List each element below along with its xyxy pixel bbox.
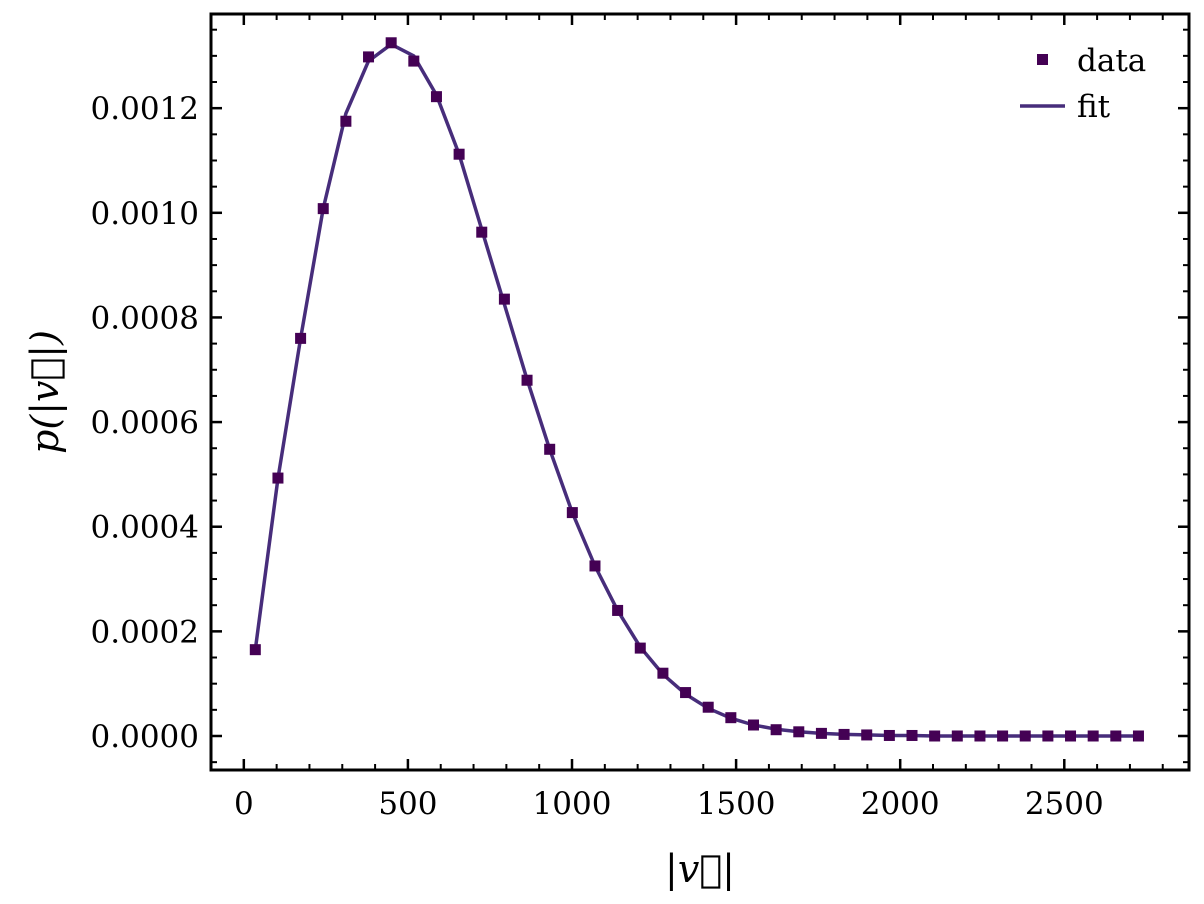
data-point — [1087, 730, 1099, 742]
x-tick-label: 1500 — [697, 786, 776, 822]
x-tick-label: 0 — [234, 786, 254, 822]
axis-ticks — [210, 14, 1189, 770]
data-point — [1019, 730, 1031, 742]
tick-labels: 0 500 1000 1500 2000 2500 0.0000 0.0002 0.0004 0.… — [91, 91, 1104, 822]
data-point — [929, 730, 941, 742]
y-tick-label: 0.0004 — [91, 510, 199, 546]
data-point — [838, 728, 850, 740]
x-tick-label: 2000 — [861, 786, 940, 822]
y-tick-label: 0.0000 — [91, 719, 199, 755]
data-point — [680, 687, 692, 699]
data-point — [906, 729, 918, 741]
y-tick-label: 0.0012 — [91, 91, 199, 127]
x-tick-label: 2500 — [1025, 786, 1104, 822]
data-point — [521, 374, 533, 386]
data-point — [430, 91, 442, 103]
y-tick-label: 0.0010 — [91, 196, 199, 232]
data-point — [974, 730, 986, 742]
data-point — [725, 712, 737, 724]
data-point — [1132, 730, 1144, 742]
data-point — [1042, 730, 1054, 742]
data-point — [861, 729, 873, 741]
legend-marker-data — [1037, 54, 1048, 65]
plot-frame — [209, 12, 1191, 772]
data-point — [702, 701, 714, 713]
x-tick-label: 1000 — [533, 786, 612, 822]
legend-label-data: data — [1077, 43, 1146, 79]
y-tick-label: 0.0002 — [91, 614, 199, 650]
y-tick-label: 0.0006 — [91, 405, 199, 441]
x-axis-label: |v⃗| — [665, 847, 735, 891]
fit-line — [253, 42, 1139, 738]
data-point — [385, 37, 397, 49]
data-point — [272, 472, 284, 484]
data-point — [589, 560, 601, 572]
plot-area — [249, 37, 1144, 742]
legend-label-fit: fit — [1077, 89, 1111, 125]
data-point — [770, 724, 782, 736]
data-point — [612, 604, 624, 616]
data-point — [657, 667, 669, 679]
data-point — [476, 226, 488, 238]
data-point — [317, 203, 329, 215]
data-point — [249, 644, 261, 656]
data-point — [997, 730, 1009, 742]
data-point — [634, 642, 646, 654]
data-point — [951, 730, 963, 742]
data-point — [453, 148, 465, 160]
data-point — [340, 115, 352, 127]
data-point — [363, 51, 375, 63]
data-point — [793, 726, 805, 738]
x-tick-label: 500 — [378, 786, 437, 822]
data-point — [408, 55, 420, 67]
y-axis-label: p(|v⃗|) — [23, 330, 67, 454]
data-point — [295, 332, 307, 344]
data-point — [1065, 730, 1077, 742]
data-point — [815, 727, 827, 739]
data-point — [544, 443, 556, 455]
data-point — [883, 729, 895, 741]
legend: data fit — [1020, 43, 1146, 125]
y-tick-label: 0.0008 — [91, 300, 199, 336]
data-point — [1110, 730, 1122, 742]
axes-frame — [209, 12, 1191, 772]
data-point — [566, 507, 578, 519]
data-point — [747, 719, 759, 731]
data-point — [498, 293, 510, 305]
